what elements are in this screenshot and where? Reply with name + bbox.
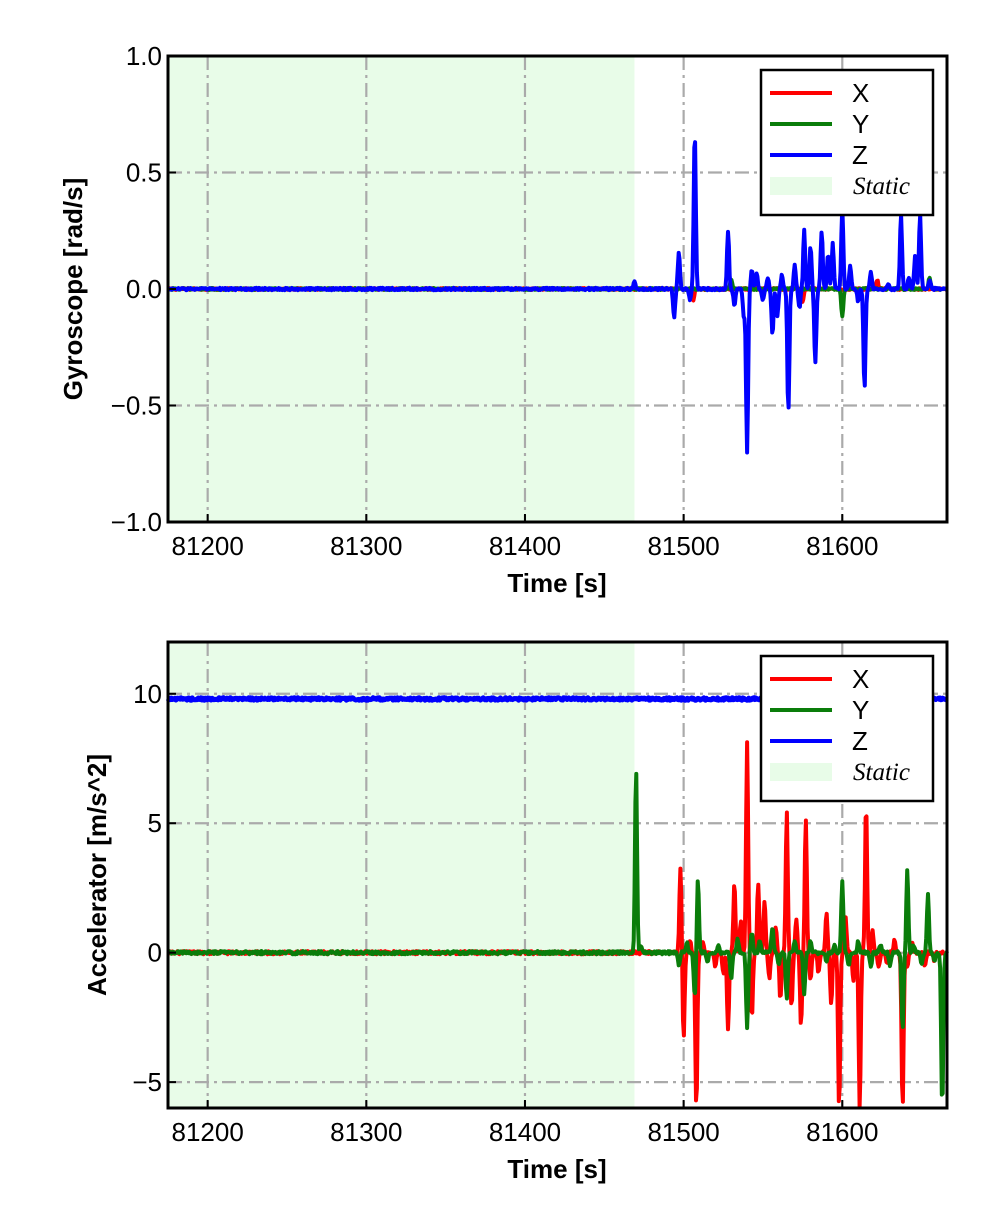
legend: X Y Z Static (759, 654, 935, 803)
x-tick-label: 81400 (489, 531, 561, 561)
series-line-y (166, 771, 949, 1097)
y-tick-label: 0.0 (126, 274, 162, 304)
legend-label-z: Z (852, 140, 868, 170)
y-axis-label: Gyroscope [rad/s] (58, 178, 88, 401)
legend-swatch-static (770, 763, 832, 781)
y-tick-label: 1.0 (126, 41, 162, 71)
gyroscope-panel: 81200 81300 81400 81500 81600 −1.0 −0.5 0.0 0.5 1… (58, 41, 949, 598)
legend-label-static: Static (853, 173, 910, 200)
y-tick-label: −1.0 (111, 507, 162, 537)
legend: X Y Z Static (759, 68, 935, 217)
x-tick-label: 81600 (806, 531, 878, 561)
x-axis-label: Time [s] (507, 1154, 606, 1184)
x-tick-label: 81200 (172, 531, 244, 561)
x-tick-label: 81300 (330, 1117, 402, 1147)
y-tick-label: 10 (133, 679, 162, 709)
x-axis-label: Time [s] (507, 568, 606, 598)
y-axis-label: Accelerator [m/s^2] (82, 754, 112, 996)
legend-swatch-static (770, 177, 832, 195)
x-tick-label: 81200 (172, 1117, 244, 1147)
static-region (168, 642, 635, 1108)
x-tick-label: 81500 (647, 1117, 719, 1147)
x-tick-label: 81600 (806, 1117, 878, 1147)
y-tick-label: −0.5 (111, 391, 162, 421)
y-tick-label: 0 (148, 938, 162, 968)
legend-label-x: X (852, 664, 869, 694)
legend-label-x: X (852, 78, 869, 108)
series-line-z (166, 140, 949, 455)
legend-label-z: Z (852, 726, 868, 756)
x-tick-label: 81400 (489, 1117, 561, 1147)
x-tick-label: 81500 (647, 531, 719, 561)
y-tick-label: 0.5 (126, 158, 162, 188)
plot-frame (166, 640, 949, 1110)
x-tick-label: 81300 (330, 531, 402, 561)
accelerator-panel: 81200 81300 81400 81500 81600 −5 0 5 10 Time [s]… (82, 640, 949, 1184)
legend-label-y: Y (852, 695, 869, 725)
legend-label-static: Static (853, 759, 910, 786)
y-tick-label: −5 (132, 1067, 162, 1097)
y-tick-label: 5 (148, 808, 162, 838)
legend-label-y: Y (852, 109, 869, 139)
